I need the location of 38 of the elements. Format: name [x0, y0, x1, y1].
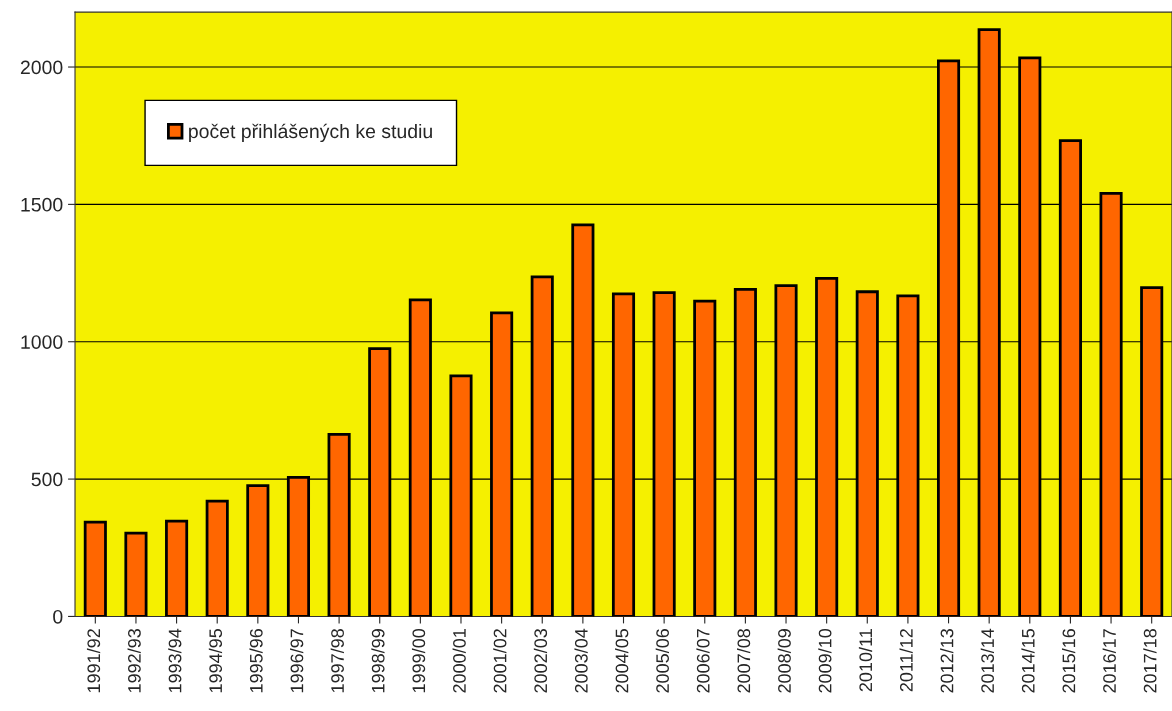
x-tick-label: 2013/14	[980, 628, 995, 693]
x-tick-label: 1995/96	[249, 629, 263, 693]
x-tick-label: 1998/99	[371, 629, 385, 693]
x-tick-label: 2010/11	[858, 629, 873, 692]
x-tick-label: 2001/02	[493, 629, 507, 693]
x-tick-label: 2003/04	[574, 628, 588, 693]
x-tick-label: 2011/12	[899, 629, 913, 692]
y-tick-label: 0	[53, 609, 63, 624]
x-tick-label: 2006/07	[696, 629, 710, 693]
bar	[165, 519, 189, 617]
x-tick-label: 1999/00	[411, 628, 426, 693]
x-tick-label: 2009/10	[818, 628, 832, 693]
bar	[246, 484, 270, 617]
x-tick-label: 2000/01	[452, 629, 466, 693]
x-tick-label: 2007/08	[736, 629, 751, 693]
bar	[124, 531, 148, 617]
x-tick-label: 1993/94	[168, 628, 182, 693]
legend-label: počet přihlášených ke studiu	[189, 123, 432, 143]
x-tick-label: 2008/09	[777, 629, 791, 693]
x-tick-label: 2002/03	[533, 629, 548, 693]
x-tick-label: 2012/13	[940, 629, 954, 693]
y-tick-label: 2000	[20, 60, 63, 75]
y-tick-label: 500	[31, 472, 63, 487]
y-tick-label: 1500	[21, 197, 63, 212]
x-tick-label: 2016/17	[1102, 629, 1116, 693]
x-tick-label: 2015/16	[1062, 629, 1076, 693]
x-tick-label: 2004/05	[615, 628, 629, 693]
x-tick-label: 2014/15	[1021, 628, 1035, 693]
x-tick-label: 1992/93	[127, 629, 141, 693]
bar	[83, 520, 107, 617]
y-tick-label: 1000	[21, 335, 63, 349]
x-tick-label: 1997/98	[330, 629, 344, 693]
x-tick-label: 1994/95	[208, 628, 223, 693]
x-tick-label: 1991/92	[86, 629, 101, 693]
x-tick-label: 1996/97	[290, 629, 304, 693]
bar	[205, 499, 229, 617]
x-tick-label: 2005/06	[655, 629, 669, 693]
x-tick-label: 2017/18	[1143, 629, 1157, 693]
